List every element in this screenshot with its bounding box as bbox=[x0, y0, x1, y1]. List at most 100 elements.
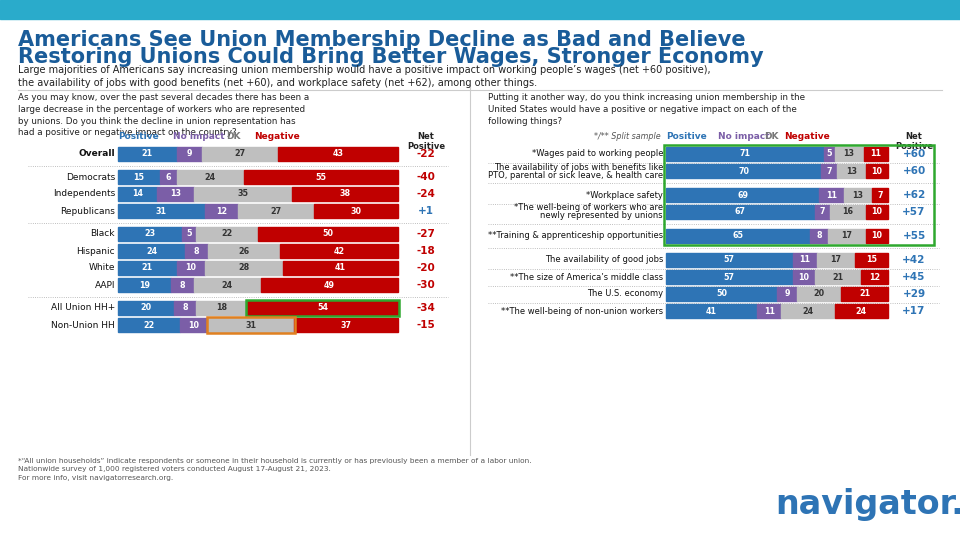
Text: 41: 41 bbox=[335, 264, 347, 273]
Text: 11: 11 bbox=[826, 191, 837, 199]
Text: +57: +57 bbox=[902, 207, 925, 217]
Bar bbox=[246, 300, 399, 316]
Text: Large majorities of Americans say increasing union membership would have a posit: Large majorities of Americans say increa… bbox=[18, 65, 710, 88]
Text: 16: 16 bbox=[843, 207, 853, 217]
Text: PTO, parental or sick leave, & health care: PTO, parental or sick leave, & health ca… bbox=[488, 171, 663, 179]
Bar bbox=[160, 170, 177, 184]
Bar bbox=[666, 164, 822, 178]
Text: The availability of good jobs: The availability of good jobs bbox=[544, 255, 663, 265]
Text: 23: 23 bbox=[145, 230, 156, 239]
Bar bbox=[666, 188, 819, 202]
Text: 69: 69 bbox=[737, 191, 748, 199]
Bar bbox=[197, 301, 247, 315]
Text: 10: 10 bbox=[872, 207, 882, 217]
Bar bbox=[118, 278, 171, 292]
Text: Positive: Positive bbox=[666, 132, 707, 141]
Text: 8: 8 bbox=[816, 232, 822, 240]
Bar bbox=[238, 204, 314, 218]
Bar bbox=[815, 205, 830, 219]
Text: 41: 41 bbox=[706, 307, 717, 315]
Bar bbox=[118, 301, 174, 315]
Text: 28: 28 bbox=[238, 264, 250, 273]
Bar bbox=[118, 187, 157, 201]
Text: +62: +62 bbox=[902, 190, 925, 200]
Text: 11: 11 bbox=[800, 255, 810, 265]
Text: 9: 9 bbox=[784, 289, 790, 299]
Text: 7: 7 bbox=[827, 166, 832, 176]
Text: 71: 71 bbox=[739, 150, 751, 159]
Text: No impact: No impact bbox=[173, 132, 225, 141]
Text: 8: 8 bbox=[194, 246, 200, 255]
Bar bbox=[206, 317, 296, 333]
Bar bbox=[171, 278, 194, 292]
Text: 12: 12 bbox=[216, 206, 228, 215]
Bar bbox=[844, 188, 873, 202]
Text: 26: 26 bbox=[238, 246, 250, 255]
Bar bbox=[283, 261, 398, 275]
Text: Overall: Overall bbox=[79, 150, 115, 159]
Text: 24: 24 bbox=[803, 307, 814, 315]
Bar bbox=[666, 270, 793, 284]
Text: 21: 21 bbox=[859, 289, 871, 299]
Bar bbox=[866, 164, 888, 178]
Text: Black: Black bbox=[90, 230, 115, 239]
Text: -22: -22 bbox=[417, 149, 436, 159]
Text: 10: 10 bbox=[872, 166, 882, 176]
Text: 21: 21 bbox=[142, 150, 153, 159]
Bar bbox=[866, 205, 888, 219]
Text: 31: 31 bbox=[156, 206, 167, 215]
Text: 10: 10 bbox=[872, 232, 882, 240]
Text: 15: 15 bbox=[133, 172, 145, 181]
Text: -27: -27 bbox=[417, 229, 436, 239]
Text: 67: 67 bbox=[734, 207, 746, 217]
Text: 37: 37 bbox=[341, 321, 351, 329]
Bar bbox=[118, 227, 182, 241]
Text: -24: -24 bbox=[417, 189, 436, 199]
Text: 38: 38 bbox=[339, 190, 350, 199]
Text: The U.S. economy: The U.S. economy bbox=[587, 289, 663, 299]
Bar bbox=[666, 147, 824, 161]
Bar bbox=[815, 270, 861, 284]
Text: -30: -30 bbox=[417, 280, 436, 290]
Bar bbox=[280, 244, 398, 258]
Text: 42: 42 bbox=[334, 246, 345, 255]
Bar bbox=[757, 304, 781, 318]
Text: +60: +60 bbox=[902, 149, 925, 159]
Text: -15: -15 bbox=[417, 320, 436, 330]
Text: No impact: No impact bbox=[718, 132, 770, 141]
Text: As you may know, over the past several decades there has been a
large decrease i: As you may know, over the past several d… bbox=[18, 93, 309, 137]
Bar bbox=[666, 287, 777, 301]
Bar bbox=[157, 187, 194, 201]
Text: 10: 10 bbox=[185, 264, 196, 273]
Text: 30: 30 bbox=[350, 206, 362, 215]
Bar bbox=[202, 147, 277, 161]
Text: 8: 8 bbox=[182, 303, 188, 313]
Bar bbox=[666, 253, 793, 267]
Text: 6: 6 bbox=[166, 172, 171, 181]
Text: 18: 18 bbox=[216, 303, 228, 313]
Bar bbox=[207, 318, 295, 332]
Text: 13: 13 bbox=[844, 150, 854, 159]
Bar bbox=[822, 164, 837, 178]
Text: 13: 13 bbox=[852, 191, 864, 199]
Text: Hispanic: Hispanic bbox=[77, 246, 115, 255]
Text: +1: +1 bbox=[418, 206, 434, 216]
Text: 19: 19 bbox=[139, 280, 150, 289]
Text: 10: 10 bbox=[188, 321, 199, 329]
Text: *Wages paid to working people: *Wages paid to working people bbox=[532, 150, 663, 159]
Text: 22: 22 bbox=[222, 230, 233, 239]
Bar bbox=[828, 229, 866, 243]
Text: AAPI: AAPI bbox=[94, 280, 115, 289]
Text: **The size of America’s middle class: **The size of America’s middle class bbox=[510, 273, 663, 281]
Bar bbox=[835, 147, 864, 161]
Bar bbox=[834, 304, 888, 318]
Text: +60: +60 bbox=[902, 166, 925, 176]
Text: 57: 57 bbox=[724, 273, 734, 281]
Text: DK: DK bbox=[226, 132, 241, 141]
Bar bbox=[174, 301, 197, 315]
Text: 11: 11 bbox=[764, 307, 775, 315]
Text: Net
Positive: Net Positive bbox=[407, 132, 445, 151]
Bar bbox=[194, 278, 261, 292]
Text: 15: 15 bbox=[866, 255, 876, 265]
Bar bbox=[664, 145, 934, 245]
